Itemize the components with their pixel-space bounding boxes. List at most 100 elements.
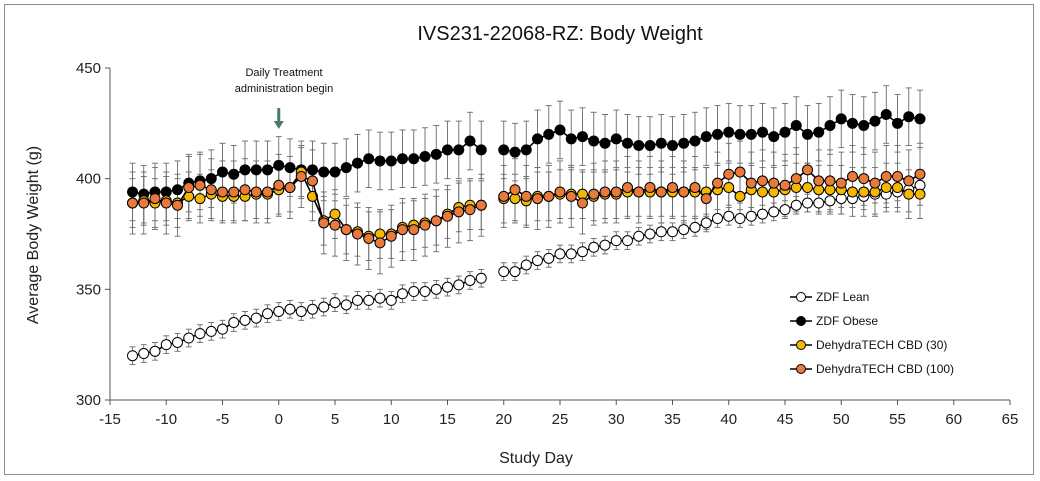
data-point <box>678 224 690 236</box>
data-point <box>250 312 262 324</box>
data-point <box>610 235 622 247</box>
data-point <box>498 144 510 156</box>
data-point <box>655 137 667 149</box>
data-point <box>644 139 656 151</box>
data-point <box>892 117 903 129</box>
data-point <box>329 297 341 309</box>
data-point <box>520 259 532 271</box>
data-point <box>397 288 408 300</box>
data-point <box>363 294 375 306</box>
data-point <box>813 175 825 187</box>
legend-marker <box>796 292 806 302</box>
data-point <box>172 199 183 211</box>
data-point <box>790 199 802 211</box>
data-point <box>352 294 363 306</box>
data-point <box>700 217 712 229</box>
data-point <box>745 177 757 189</box>
data-point <box>678 137 690 149</box>
data-point <box>802 182 813 194</box>
legend-item: ZDF Obese <box>790 314 878 328</box>
data-point <box>520 190 532 202</box>
data-point <box>622 235 633 247</box>
data-point <box>273 159 285 171</box>
data-point <box>745 210 757 222</box>
x-tick-label: 60 <box>945 411 962 428</box>
series-line <box>503 113 921 153</box>
data-point <box>903 188 915 200</box>
data-point <box>262 164 273 176</box>
data-point <box>543 252 555 264</box>
data-point <box>869 177 881 189</box>
data-point <box>453 144 465 156</box>
data-point <box>610 133 622 145</box>
data-point <box>914 168 926 180</box>
data-point <box>802 128 813 140</box>
data-point <box>869 115 881 127</box>
x-tick-label: 20 <box>495 411 512 428</box>
data-point <box>757 126 768 138</box>
data-point <box>914 188 926 200</box>
data-point <box>183 332 195 344</box>
data-point <box>847 117 858 129</box>
legend-marker <box>796 340 806 350</box>
data-point <box>914 113 926 125</box>
legend: ZDF Lean ZDF Obese DehydraTECH CBD (30) Deh… <box>790 290 954 376</box>
data-point <box>554 248 566 260</box>
data-point <box>757 208 768 220</box>
data-point <box>745 128 757 140</box>
data-point <box>543 128 555 140</box>
x-tick-label: 65 <box>1002 411 1019 428</box>
series-1 <box>127 108 926 200</box>
data-point <box>419 151 431 163</box>
data-point <box>329 208 341 220</box>
data-point <box>768 206 780 218</box>
data-point <box>307 303 318 315</box>
data-point <box>250 186 262 198</box>
data-point <box>307 164 318 176</box>
data-point <box>138 348 150 360</box>
legend-marker <box>796 316 806 326</box>
data-point <box>847 186 858 198</box>
data-point <box>667 139 678 151</box>
data-point <box>273 179 285 191</box>
data-point <box>228 317 240 329</box>
chart-title: IVS231-22068-RZ: Body Weight <box>417 23 703 45</box>
data-point <box>509 266 521 278</box>
data-point <box>892 182 903 194</box>
data-point <box>160 339 172 351</box>
data-point <box>385 155 397 167</box>
data-point <box>374 155 386 167</box>
x-tick-label: 45 <box>777 411 794 428</box>
data-point <box>329 219 341 231</box>
data-point <box>205 184 217 196</box>
data-point <box>779 179 791 191</box>
data-point <box>577 131 588 143</box>
data-point <box>217 166 228 178</box>
data-point <box>768 177 780 189</box>
data-point <box>723 182 735 194</box>
x-tick-label: 50 <box>833 411 850 428</box>
data-point <box>723 168 735 180</box>
data-point <box>509 146 521 158</box>
data-point <box>532 133 543 145</box>
data-point <box>295 305 307 317</box>
data-point <box>622 137 633 149</box>
data-point <box>734 190 746 202</box>
data-point <box>172 336 183 348</box>
data-point <box>790 120 802 132</box>
data-point <box>385 230 397 242</box>
y-tick-label: 300 <box>76 392 101 409</box>
data-point <box>194 179 206 191</box>
data-point <box>352 228 363 240</box>
data-point <box>239 164 251 176</box>
data-point <box>599 137 611 149</box>
data-point <box>835 113 847 125</box>
data-point <box>723 126 735 138</box>
annotation-arrow-head <box>273 121 284 129</box>
data-point <box>509 184 521 196</box>
data-point <box>588 241 600 253</box>
data-point <box>554 186 566 198</box>
data-point <box>689 182 701 194</box>
data-point <box>723 210 735 222</box>
data-point <box>194 328 206 340</box>
